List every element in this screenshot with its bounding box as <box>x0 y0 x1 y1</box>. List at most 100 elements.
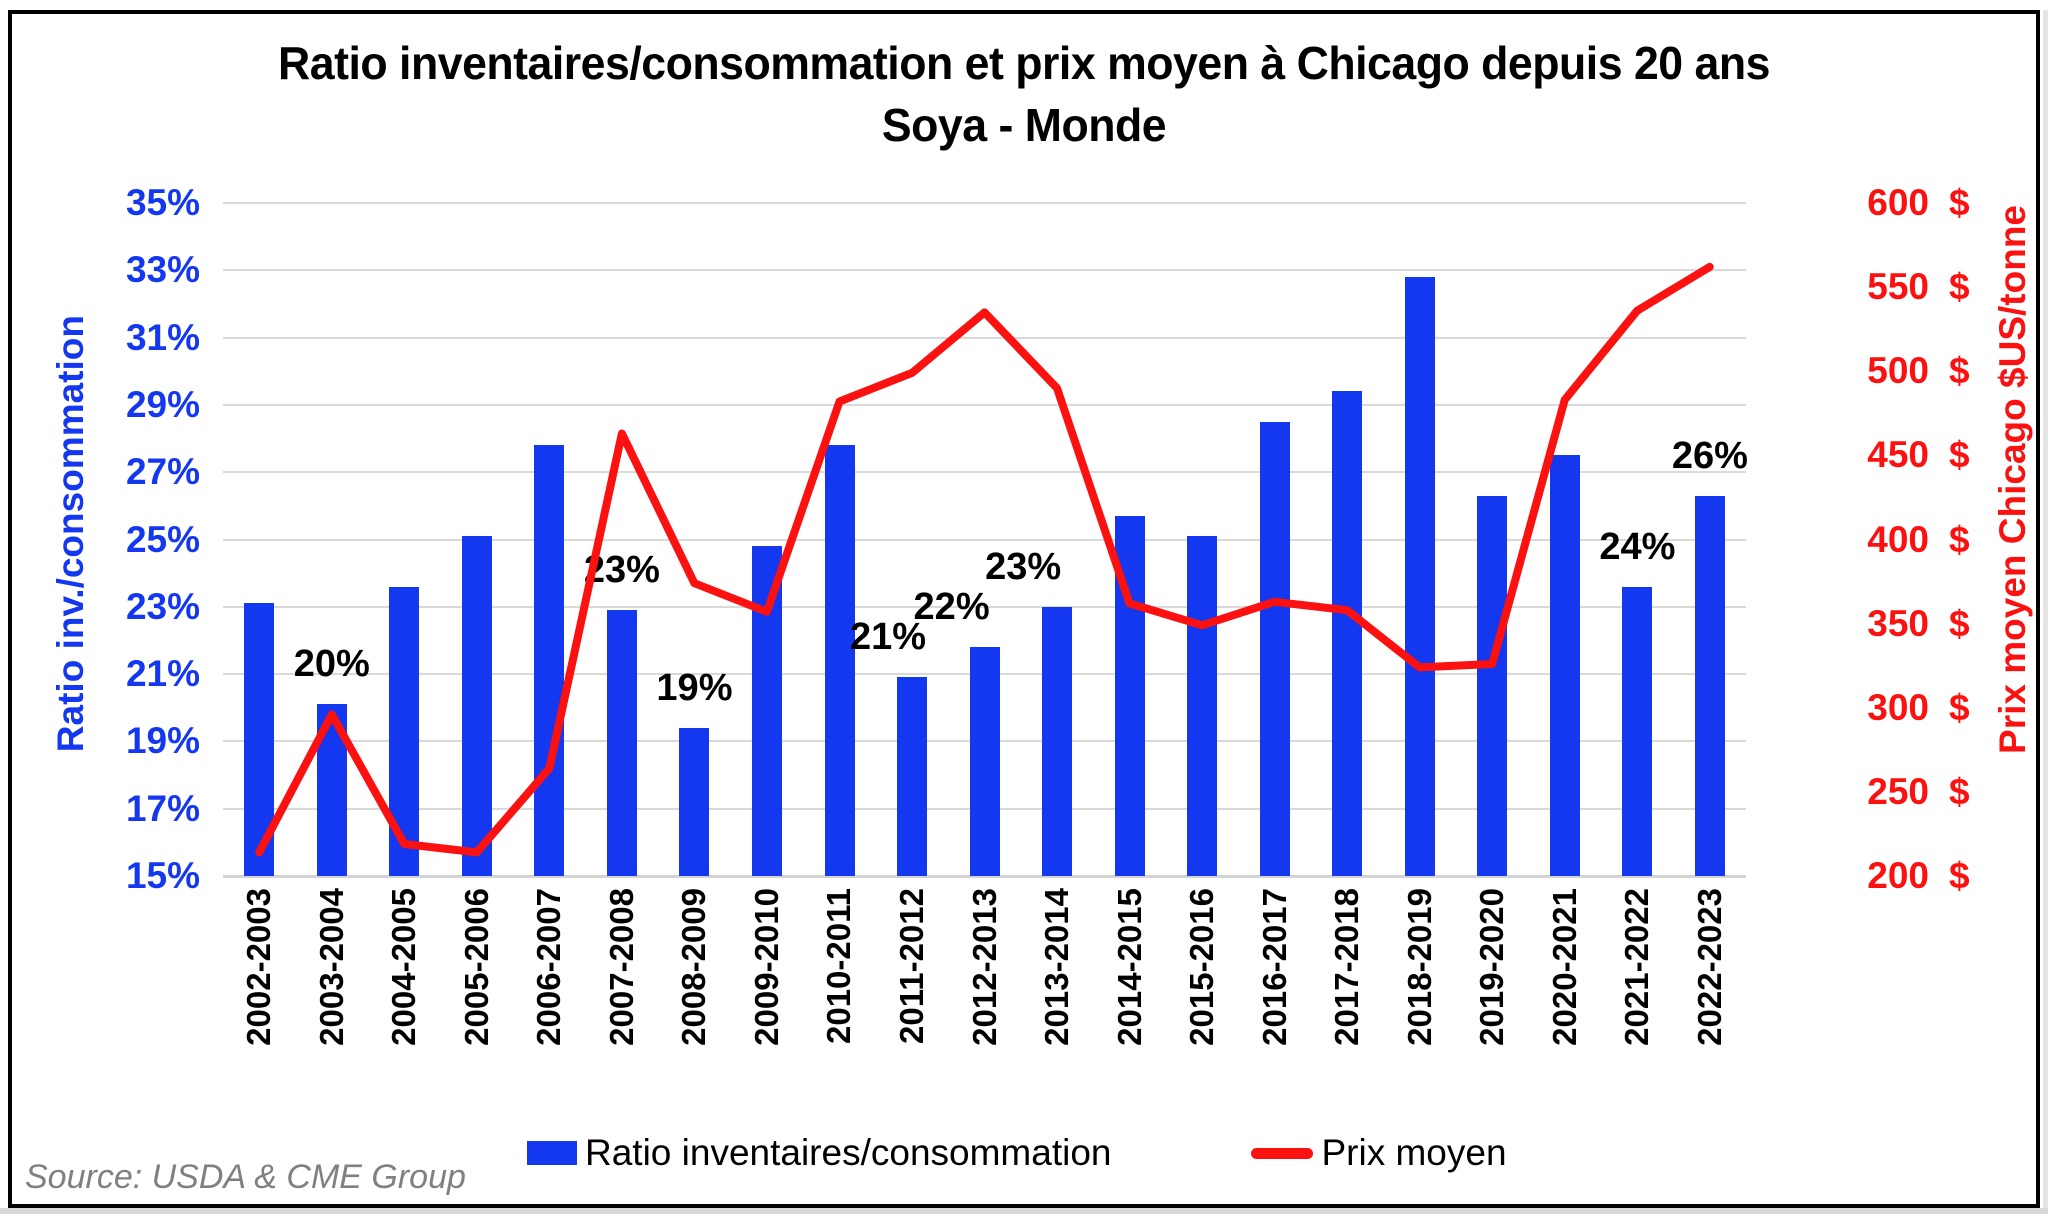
ratio-bar <box>824 445 855 876</box>
gridline <box>223 471 1746 474</box>
x-axis-label: 2002-2003 <box>240 888 278 1046</box>
category-slot <box>1238 203 1311 876</box>
category-slot: 23% <box>584 203 660 876</box>
currency-symbol: $ <box>1949 602 1970 644</box>
left-axis-tick: 35% <box>125 182 200 223</box>
x-axis-label: 2003-2004 <box>312 888 350 1046</box>
currency-symbol: $ <box>1949 518 1970 560</box>
right-axis-tick-value: 250 <box>1867 770 1929 812</box>
gridline <box>223 202 1746 204</box>
x-axis-label: 2016-2017 <box>1255 888 1293 1046</box>
ratio-bar <box>1259 421 1290 876</box>
bar-data-label: 23% <box>985 545 1062 588</box>
chart-title-line2: Soya - Monde <box>881 99 1167 151</box>
bar-data-label: 22% <box>913 586 990 629</box>
category-slot: 22% <box>914 203 1021 876</box>
gridline <box>223 269 1746 272</box>
left-axis-tick: 15% <box>125 855 200 896</box>
ratio-bar <box>1622 586 1653 876</box>
currency-symbol: $ <box>1949 686 1970 728</box>
gridline <box>223 336 1746 339</box>
line-swatch-icon <box>1251 1147 1314 1159</box>
bar-swatch-icon <box>527 1141 577 1165</box>
currency-symbol: $ <box>1949 434 1970 476</box>
plot-area: 20% 23% 19% 21% 22% 23% 24% 26% <box>223 202 1748 878</box>
chart-title-line1: Ratio inventaires/consommation et prix m… <box>278 37 1770 89</box>
gridline <box>223 538 1746 541</box>
ratio-bar <box>679 727 710 876</box>
x-axis-label: 2014-2015 <box>1110 888 1148 1046</box>
right-axis-tick: 350 $ <box>1855 602 2015 644</box>
legend-item-prix: Prix moyen <box>1139 1132 1507 1174</box>
right-axis-tick: 600 $ <box>1855 184 2015 222</box>
chart-title: Ratio inventaires/consommation et prix m… <box>38 32 2009 156</box>
ratio-bar <box>461 536 492 876</box>
category-slot <box>1529 203 1602 876</box>
left-axis-tick: 25% <box>125 518 200 560</box>
x-axis-label: 2020-2021 <box>1545 888 1583 1046</box>
right-axis-tick-value: 200 <box>1867 855 1929 896</box>
right-axis-tick-value: 500 <box>1867 350 1929 392</box>
category-slot: 19% <box>656 203 733 876</box>
currency-symbol: $ <box>1949 855 1970 896</box>
legend-item-ratio: Ratio inventaires/consommation <box>527 1132 1111 1174</box>
ratio-bar <box>534 445 565 876</box>
category-slot: 23% <box>985 203 1094 876</box>
x-axis-label: 2005-2006 <box>457 888 495 1046</box>
left-axis-tick: 17% <box>125 787 200 829</box>
category-slot <box>1384 203 1457 876</box>
price-line-series <box>255 262 1714 857</box>
x-axis-label: 2017-2018 <box>1328 888 1366 1046</box>
right-axis-tick: 450 $ <box>1855 436 2015 474</box>
chart-frame: Ratio inventaires/consommation et prix m… <box>8 10 2040 1208</box>
ratio-bar <box>1477 495 1508 876</box>
right-axis-tick: 500 $ <box>1855 352 2015 390</box>
ratio-bar <box>969 647 1000 876</box>
currency-symbol: $ <box>1949 770 1970 812</box>
right-axis-tick: 400 $ <box>1855 518 2015 560</box>
x-axis-label: 2011-2012 <box>892 888 930 1044</box>
left-axis-tick: 19% <box>125 720 200 762</box>
x-axis-label: 2007-2008 <box>602 888 640 1046</box>
ratio-bar <box>606 610 637 876</box>
bar-data-label: 20% <box>293 643 370 686</box>
ratio-bar <box>1187 536 1218 876</box>
right-axis-tick-value: 300 <box>1867 686 1929 728</box>
ratio-bar <box>1332 391 1363 876</box>
bar-data-label: 19% <box>656 666 733 709</box>
price-line <box>255 262 1714 857</box>
legend-label-ratio: Ratio inventaires/consommation <box>585 1132 1112 1173</box>
bar-data-label: 26% <box>1671 434 1748 477</box>
x-axis-label: 2021-2022 <box>1618 888 1656 1046</box>
gridline <box>223 403 1746 406</box>
left-axis-tick: 23% <box>125 585 200 627</box>
x-axis-label: 2008-2009 <box>675 888 713 1046</box>
right-axis-tick: 200 $ <box>1855 857 2015 895</box>
legend: Ratio inventaires/consommation Prix moye… <box>527 1132 1507 1174</box>
window-edge-right <box>2043 10 2048 1208</box>
category-slot: 21% <box>850 203 949 876</box>
window-edge-bottom <box>0 1208 2048 1214</box>
right-axis-tick-value: 350 <box>1867 602 1929 644</box>
right-axis-tick: 550 $ <box>1855 268 2015 306</box>
ratio-bar <box>897 677 928 876</box>
currency-symbol: $ <box>1949 182 1970 223</box>
x-axis-label: 2022-2023 <box>1690 888 1728 1046</box>
x-axis-label: 2019-2020 <box>1473 888 1511 1046</box>
left-axis-tick: 27% <box>125 451 200 493</box>
right-axis-tick: 250 $ <box>1855 770 2015 812</box>
right-axis-tick-value: 550 <box>1867 266 1929 308</box>
category-slot <box>1311 203 1384 876</box>
category-slot: 26% <box>1671 203 1748 876</box>
x-axis-label: 2009-2010 <box>747 888 785 1046</box>
left-axis-tick: 29% <box>125 383 200 425</box>
category-slot <box>803 203 876 876</box>
left-axis-tick: 21% <box>125 653 200 695</box>
x-axis-label: 2006-2007 <box>530 888 568 1046</box>
category-slot <box>1456 203 1529 876</box>
bar-data-label: 24% <box>1599 525 1676 568</box>
right-axis-tick-value: 400 <box>1867 518 1929 560</box>
currency-symbol: $ <box>1949 266 1970 308</box>
ratio-bar <box>1694 495 1725 876</box>
right-axis-tick-value: 450 <box>1867 434 1929 476</box>
